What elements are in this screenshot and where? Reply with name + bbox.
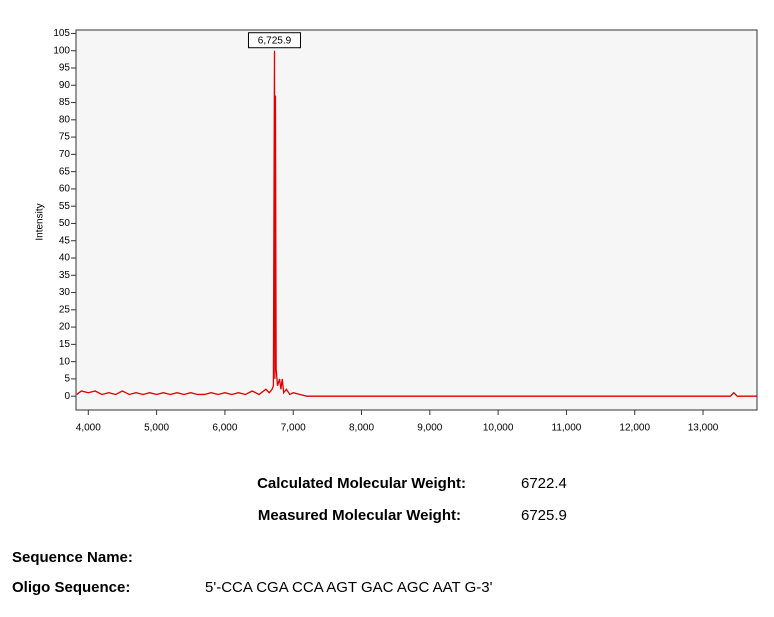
x-tick-label: 5,000 <box>144 423 169 434</box>
y-tick-label: 35 <box>59 270 71 281</box>
x-tick-label: 8,000 <box>349 423 374 434</box>
measured-label: Measured Molecular Weight: <box>258 507 461 524</box>
y-tick-label: 10 <box>59 356 71 367</box>
y-tick-label: 55 <box>59 201 71 212</box>
spectrum-line <box>76 50 757 397</box>
x-tick-label: 10,000 <box>483 423 514 434</box>
sequence-name-label: Sequence Name: <box>12 549 133 566</box>
y-tick-label: 75 <box>59 132 71 143</box>
x-tick-label: 7,000 <box>281 423 306 434</box>
y-tick-label: 65 <box>59 166 71 177</box>
y-tick-label: 60 <box>59 184 71 195</box>
x-tick-label: 12,000 <box>619 423 650 434</box>
y-tick-label: 90 <box>59 80 71 91</box>
calculated-label: Calculated Molecular Weight: <box>257 475 466 492</box>
y-axis-label: Intensity <box>35 203 46 240</box>
y-tick-label: 70 <box>59 149 71 160</box>
oligo-value: 5'-CCA CGA CCA AGT GAC AGC AAT G-3' <box>205 579 493 596</box>
y-tick-label: 95 <box>59 63 71 74</box>
y-tick-label: 40 <box>59 253 71 264</box>
x-tick-label: 4,000 <box>76 423 101 434</box>
x-tick-label: 9,000 <box>417 423 442 434</box>
y-tick-label: 85 <box>59 97 71 108</box>
y-tick-label: 100 <box>53 45 70 56</box>
y-tick-label: 50 <box>59 218 71 229</box>
x-tick-label: 13,000 <box>688 423 719 434</box>
annotation-label: 6,725.9 <box>258 35 292 46</box>
y-tick-label: 20 <box>59 322 71 333</box>
annotation-box <box>247 32 301 49</box>
measured-value: 6725.9 <box>521 507 567 524</box>
y-tick-label: 80 <box>59 114 71 125</box>
y-tick-label: 5 <box>64 374 70 385</box>
x-tick-label: 6,000 <box>212 423 237 434</box>
plot-area <box>75 29 758 411</box>
y-tick-label: 30 <box>59 287 71 298</box>
y-tick-label: 45 <box>59 235 71 246</box>
oligo-label: Oligo Sequence: <box>12 579 130 596</box>
x-tick-label: 11,000 <box>552 423 582 434</box>
y-tick-label: 105 <box>53 28 70 39</box>
y-tick-label: 25 <box>59 304 71 315</box>
y-tick-label: 15 <box>59 339 71 350</box>
calculated-value: 6722.4 <box>521 475 567 492</box>
y-tick-label: 0 <box>64 391 70 402</box>
